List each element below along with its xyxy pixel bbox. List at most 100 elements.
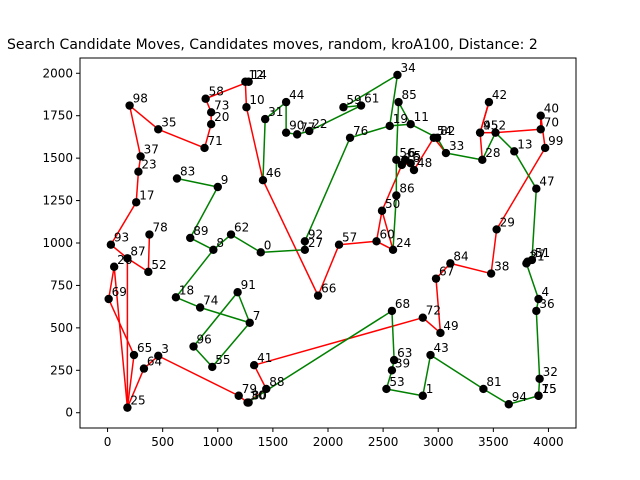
x-tick-label: 4000 [533, 435, 564, 449]
node-label: 98 [133, 92, 148, 106]
node-point [292, 130, 302, 139]
x-tick-label: 1500 [258, 435, 289, 449]
cycle-a-edge [317, 244, 340, 296]
y-tick-label: 1500 [42, 151, 73, 165]
node-label: 94 [512, 390, 527, 404]
cycle-b-edge [175, 296, 201, 309]
node-point [492, 225, 501, 234]
tour-edges [107, 74, 546, 408]
node-point [213, 182, 222, 192]
y-tick-label: 2000 [42, 66, 73, 80]
node-label: 20 [214, 110, 229, 124]
cycle-a-edge [147, 234, 151, 272]
cycle-a-edge [450, 262, 492, 275]
node-labels: 0123456789101112131415161718192021222324… [112, 61, 564, 408]
cycle-a-edge [110, 201, 137, 246]
node-label: 51 [535, 246, 550, 260]
x-tick-label: 3000 [423, 435, 454, 449]
node-label: 54 [437, 124, 452, 138]
y-tick-label: 250 [50, 363, 73, 377]
cycle-a-edge [375, 210, 383, 242]
node-point [242, 103, 251, 112]
x-tick-label: 3500 [478, 435, 509, 449]
node-label: 41 [257, 351, 272, 365]
node-label: 19 [393, 112, 408, 126]
cycle-b-edge [230, 233, 262, 253]
node-label: 89 [193, 224, 208, 238]
node-label: 80 [252, 389, 267, 403]
node-label: 97 [531, 248, 546, 262]
node-label: 30 [251, 389, 266, 403]
node-label: 70 [544, 115, 559, 129]
y-axis: 0 250 500 750 1000 1250 1500 1750 2000 [42, 66, 80, 420]
node-point [244, 77, 253, 86]
node-point [394, 97, 403, 107]
node-point [409, 165, 419, 175]
node-point [201, 94, 210, 103]
node-point [532, 184, 541, 193]
node-label: 74 [203, 293, 218, 307]
cycle-b-edge [525, 263, 540, 300]
y-tick-label: 750 [50, 278, 73, 292]
cycle-b-edge [481, 132, 497, 161]
node-point [397, 160, 407, 170]
node-label: 86 [399, 181, 414, 195]
node-point [382, 384, 391, 394]
node-point [536, 125, 545, 134]
cycle-a-edge [245, 107, 264, 181]
node-label: 32 [543, 365, 558, 379]
cycle-a-edge [135, 171, 140, 203]
node-point [356, 101, 366, 110]
node-label: 75 [542, 382, 557, 396]
node-point [392, 191, 401, 200]
cycle-a-edge [157, 355, 240, 397]
node-point [123, 403, 132, 412]
node-point [478, 155, 487, 165]
node-label: 99 [548, 134, 563, 148]
node-label: 56 [399, 146, 414, 160]
node-label: 57 [342, 231, 357, 245]
cycle-b-edge [304, 137, 351, 242]
cycle-a-edge [381, 164, 403, 212]
cycle-a-edge [107, 266, 115, 300]
cycle-a-edge [128, 105, 142, 157]
node-label: 67 [439, 265, 454, 279]
cycle-b-edge [176, 177, 218, 188]
cycle-b-edge [247, 310, 393, 404]
y-tick-label: 0 [65, 406, 73, 420]
node-label: 2 [499, 119, 507, 133]
cycle-a-edge [107, 298, 135, 356]
node-label: 7 [253, 309, 261, 323]
cycle-b-edge [386, 388, 423, 397]
cycle-a-edge [129, 104, 159, 130]
node-point [510, 147, 519, 156]
x-tick-label: 500 [151, 435, 174, 449]
cycle-b-edge [349, 125, 390, 139]
x-tick-label: 2500 [368, 435, 399, 449]
node-point [484, 97, 494, 107]
node-point [385, 121, 394, 131]
cycle-b-edge [236, 291, 251, 324]
node-point [406, 119, 415, 129]
cycle-a-edge [490, 229, 498, 274]
node-point [475, 128, 485, 137]
x-tick-label: 0 [104, 435, 112, 449]
node-point [536, 111, 545, 120]
node-point [256, 248, 265, 257]
y-tick-label: 1750 [42, 109, 73, 123]
node-point [418, 391, 427, 400]
cycle-a-edge [205, 81, 249, 100]
node-point [300, 237, 310, 246]
node-point [377, 206, 387, 215]
node-point [171, 293, 181, 302]
node-point [281, 97, 291, 107]
node-label: 21 [529, 249, 544, 263]
x-tick-label: 2000 [313, 435, 344, 449]
node-point [154, 125, 163, 134]
cycle-a-edge [126, 368, 145, 408]
node-label: 33 [449, 139, 464, 153]
node-label: 45 [483, 119, 498, 133]
node-point [491, 128, 500, 137]
node-point [387, 306, 397, 316]
node-point [281, 128, 291, 137]
